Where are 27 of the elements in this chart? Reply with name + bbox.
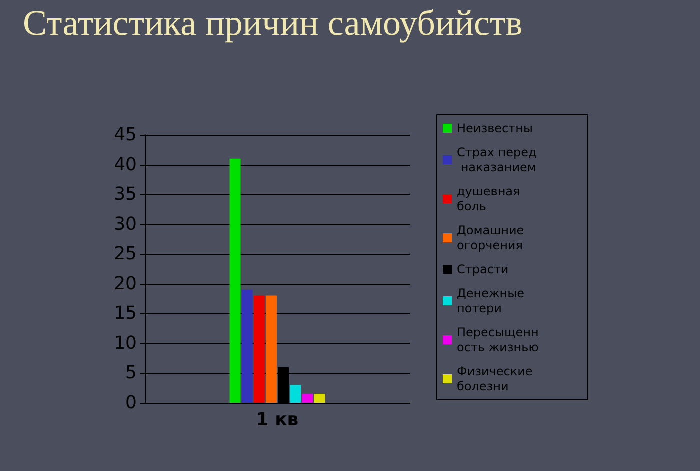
y-tick-label: 20 <box>114 273 137 294</box>
y-tick-label: 45 <box>114 124 137 146</box>
legend-label: душевная боль <box>457 184 524 214</box>
x-tick-label: 1 кв <box>256 410 299 430</box>
y-tick-label: 40 <box>114 154 137 176</box>
legend-label: Страсти <box>457 262 509 276</box>
y-tick-label: 15 <box>114 303 137 324</box>
bar <box>254 296 265 403</box>
bar <box>266 296 277 403</box>
bar <box>314 394 326 403</box>
y-tick-label: 25 <box>114 244 137 265</box>
legend-label: Страх перед наказанием <box>457 146 537 174</box>
bar <box>242 290 253 403</box>
bar <box>302 394 314 403</box>
legend-label: Физические болезни <box>457 364 537 394</box>
bar <box>230 158 241 403</box>
y-tick-label: 5 <box>126 362 137 384</box>
bar <box>290 385 302 403</box>
y-tick-label: 35 <box>114 184 137 206</box>
y-tick-label: 0 <box>126 392 137 414</box>
legend-label: Неизвестны <box>457 122 533 136</box>
legend-label: Денежные потери <box>457 286 528 316</box>
legend-label: Домашние огорчения <box>457 224 528 252</box>
y-tick-label: 30 <box>114 214 137 235</box>
legend-label: Пересыщенность жизнью <box>457 326 539 354</box>
y-tick-label: 10 <box>114 332 137 354</box>
chart-title: Статистика причин самоубийств <box>23 3 523 43</box>
